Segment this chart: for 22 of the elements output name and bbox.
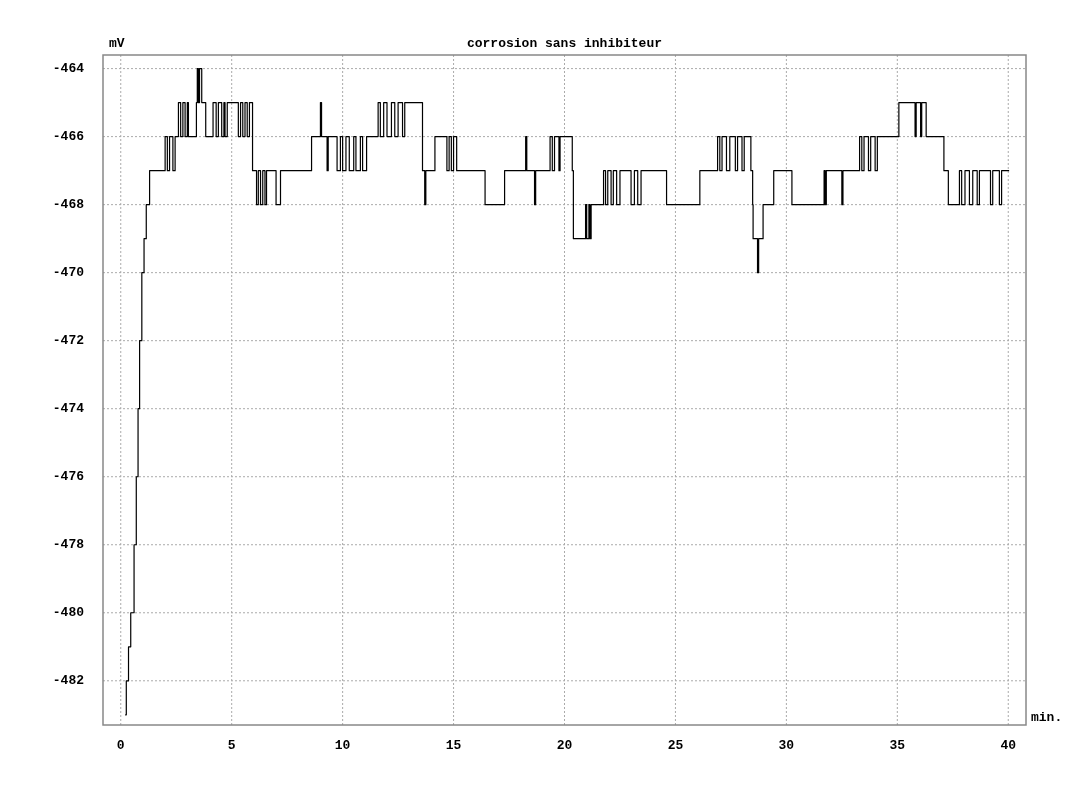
- x-axis-title: min.: [1031, 710, 1063, 725]
- x-tick-label: 35: [889, 738, 906, 753]
- y-tick-label: -464: [52, 61, 85, 77]
- y-tick-label: -478: [52, 537, 85, 553]
- y-tick-label: -466: [52, 129, 85, 145]
- chart-title: corrosion sans inhibiteur: [466, 36, 663, 51]
- x-tick-label: 25: [667, 738, 684, 753]
- x-tick-label: 10: [334, 738, 351, 753]
- y-tick-label: -468: [52, 197, 85, 213]
- y-tick-label: -480: [52, 605, 85, 621]
- y-tick-label: -476: [52, 469, 85, 485]
- y-tick-label: -472: [52, 333, 85, 349]
- x-tick-label: 15: [445, 738, 462, 753]
- y-tick-label: -474: [52, 401, 85, 417]
- x-tick-label: 40: [1000, 738, 1017, 753]
- x-tick-label: 5: [227, 738, 236, 753]
- y-axis-title: mV: [109, 36, 125, 51]
- x-tick-label: 0: [116, 738, 125, 753]
- y-tick-label: -482: [52, 673, 85, 689]
- y-tick-label: -470: [52, 265, 85, 281]
- x-tick-label: 30: [778, 738, 795, 753]
- x-tick-label: 20: [556, 738, 573, 753]
